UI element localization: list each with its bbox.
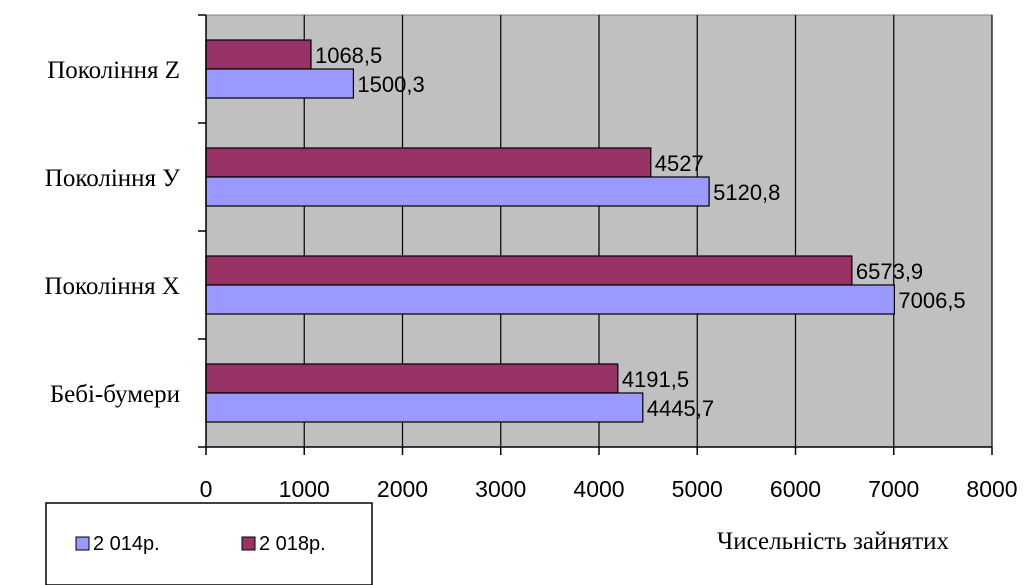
bar [205, 363, 619, 394]
x-tick-label: 7000 [868, 476, 919, 502]
bar [205, 39, 312, 70]
x-tick-label: 6000 [770, 476, 821, 502]
data-label: 4527 [655, 151, 704, 176]
data-label: 4445,7 [647, 396, 714, 421]
category-label: Покоління Z [47, 57, 180, 84]
tick-labels: 0 1000 2000 3000 4000 5000 6000 7000 8000 [200, 476, 1018, 502]
x-tick-label: 8000 [966, 476, 1017, 502]
data-labels: 4191,5 4445,7 6573,9 7006,5 4527 5120,8 1068,5… [315, 43, 966, 421]
x-tick-label: 2000 [377, 476, 428, 502]
bar [205, 176, 710, 207]
axes [198, 14, 993, 455]
bar [205, 392, 644, 423]
data-label: 6573,9 [856, 259, 923, 284]
category-label: Покоління Х [44, 273, 180, 300]
legend-swatch-2014 [75, 536, 90, 551]
data-label: 1500,3 [357, 72, 424, 97]
x-tick-label: 5000 [672, 476, 723, 502]
x-tick-label: 4000 [573, 476, 624, 502]
bar [205, 284, 895, 315]
bars [205, 39, 895, 423]
bar [205, 255, 853, 286]
bar [205, 147, 652, 178]
x-tick-label: 0 [200, 476, 213, 502]
category-labels: Бебі-бумери Покоління Х Покоління У Поколін… [44, 57, 180, 408]
x-tick-label: 3000 [475, 476, 526, 502]
legend-label-2014: 2 014р. [93, 533, 160, 555]
data-label: 4191,5 [622, 367, 689, 392]
category-label: Бебі-бумери [50, 381, 180, 408]
bar [205, 68, 355, 99]
data-label: 1068,5 [315, 43, 382, 68]
legend-swatch-2018 [241, 536, 256, 551]
data-label: 5120,8 [713, 180, 780, 205]
x-tick-label: 1000 [279, 476, 330, 502]
legend-label-2018: 2 018р. [259, 533, 326, 555]
data-label: 7006,5 [898, 288, 965, 313]
x-axis-title: Чисельність зайнятих [717, 528, 950, 555]
category-label: Покоління У [45, 165, 181, 192]
legend: 2 014р. 2 018р. [45, 502, 373, 585]
legend-box [45, 502, 373, 585]
